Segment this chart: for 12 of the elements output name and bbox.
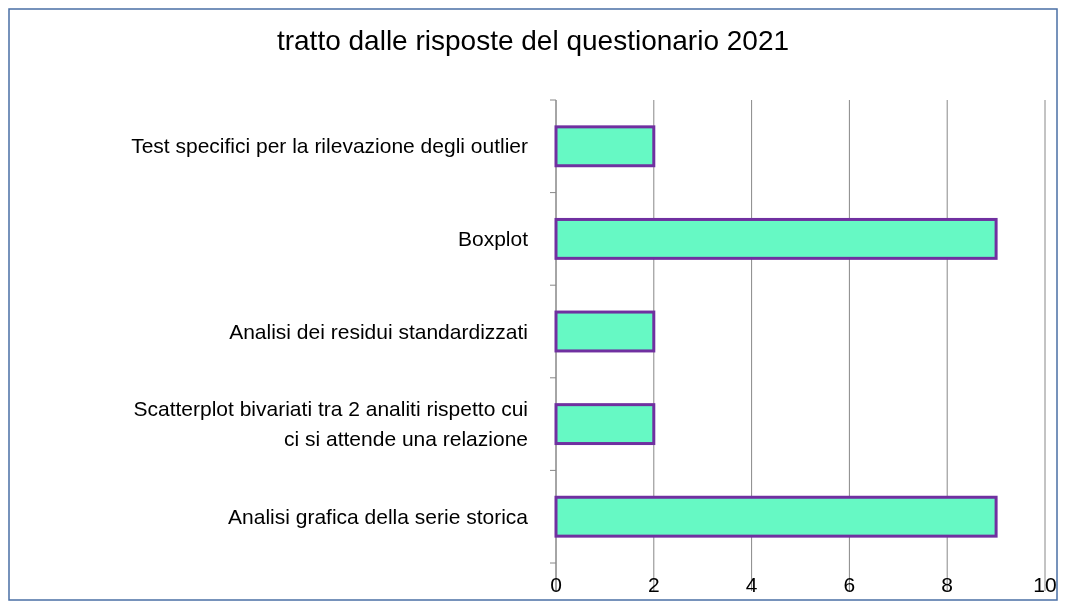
x-tick-label: 2 <box>647 573 660 596</box>
y-tick-label: Analisi dei residui standardizzati <box>229 319 528 343</box>
y-tick-label: Boxplot <box>457 226 529 250</box>
y-tick-label: Analisi grafica della serie storica <box>228 504 529 528</box>
y-tick-label: Scatterplot bivariati tra 2 analiti rispetto cui ci si attende una relazione <box>133 397 528 451</box>
chart-title: tratto dalle risposte del questionario 2021 <box>276 25 790 56</box>
y-tick-label: Test specifici per la rilevazione degli outlier <box>131 134 528 158</box>
x-tick-label: 0 <box>550 573 562 596</box>
x-tick-label: 6 <box>843 573 856 596</box>
x-tick-label: 4 <box>745 573 758 596</box>
x-tick-label: 10 <box>1033 573 1057 596</box>
x-tick-label: 8 <box>941 573 954 596</box>
